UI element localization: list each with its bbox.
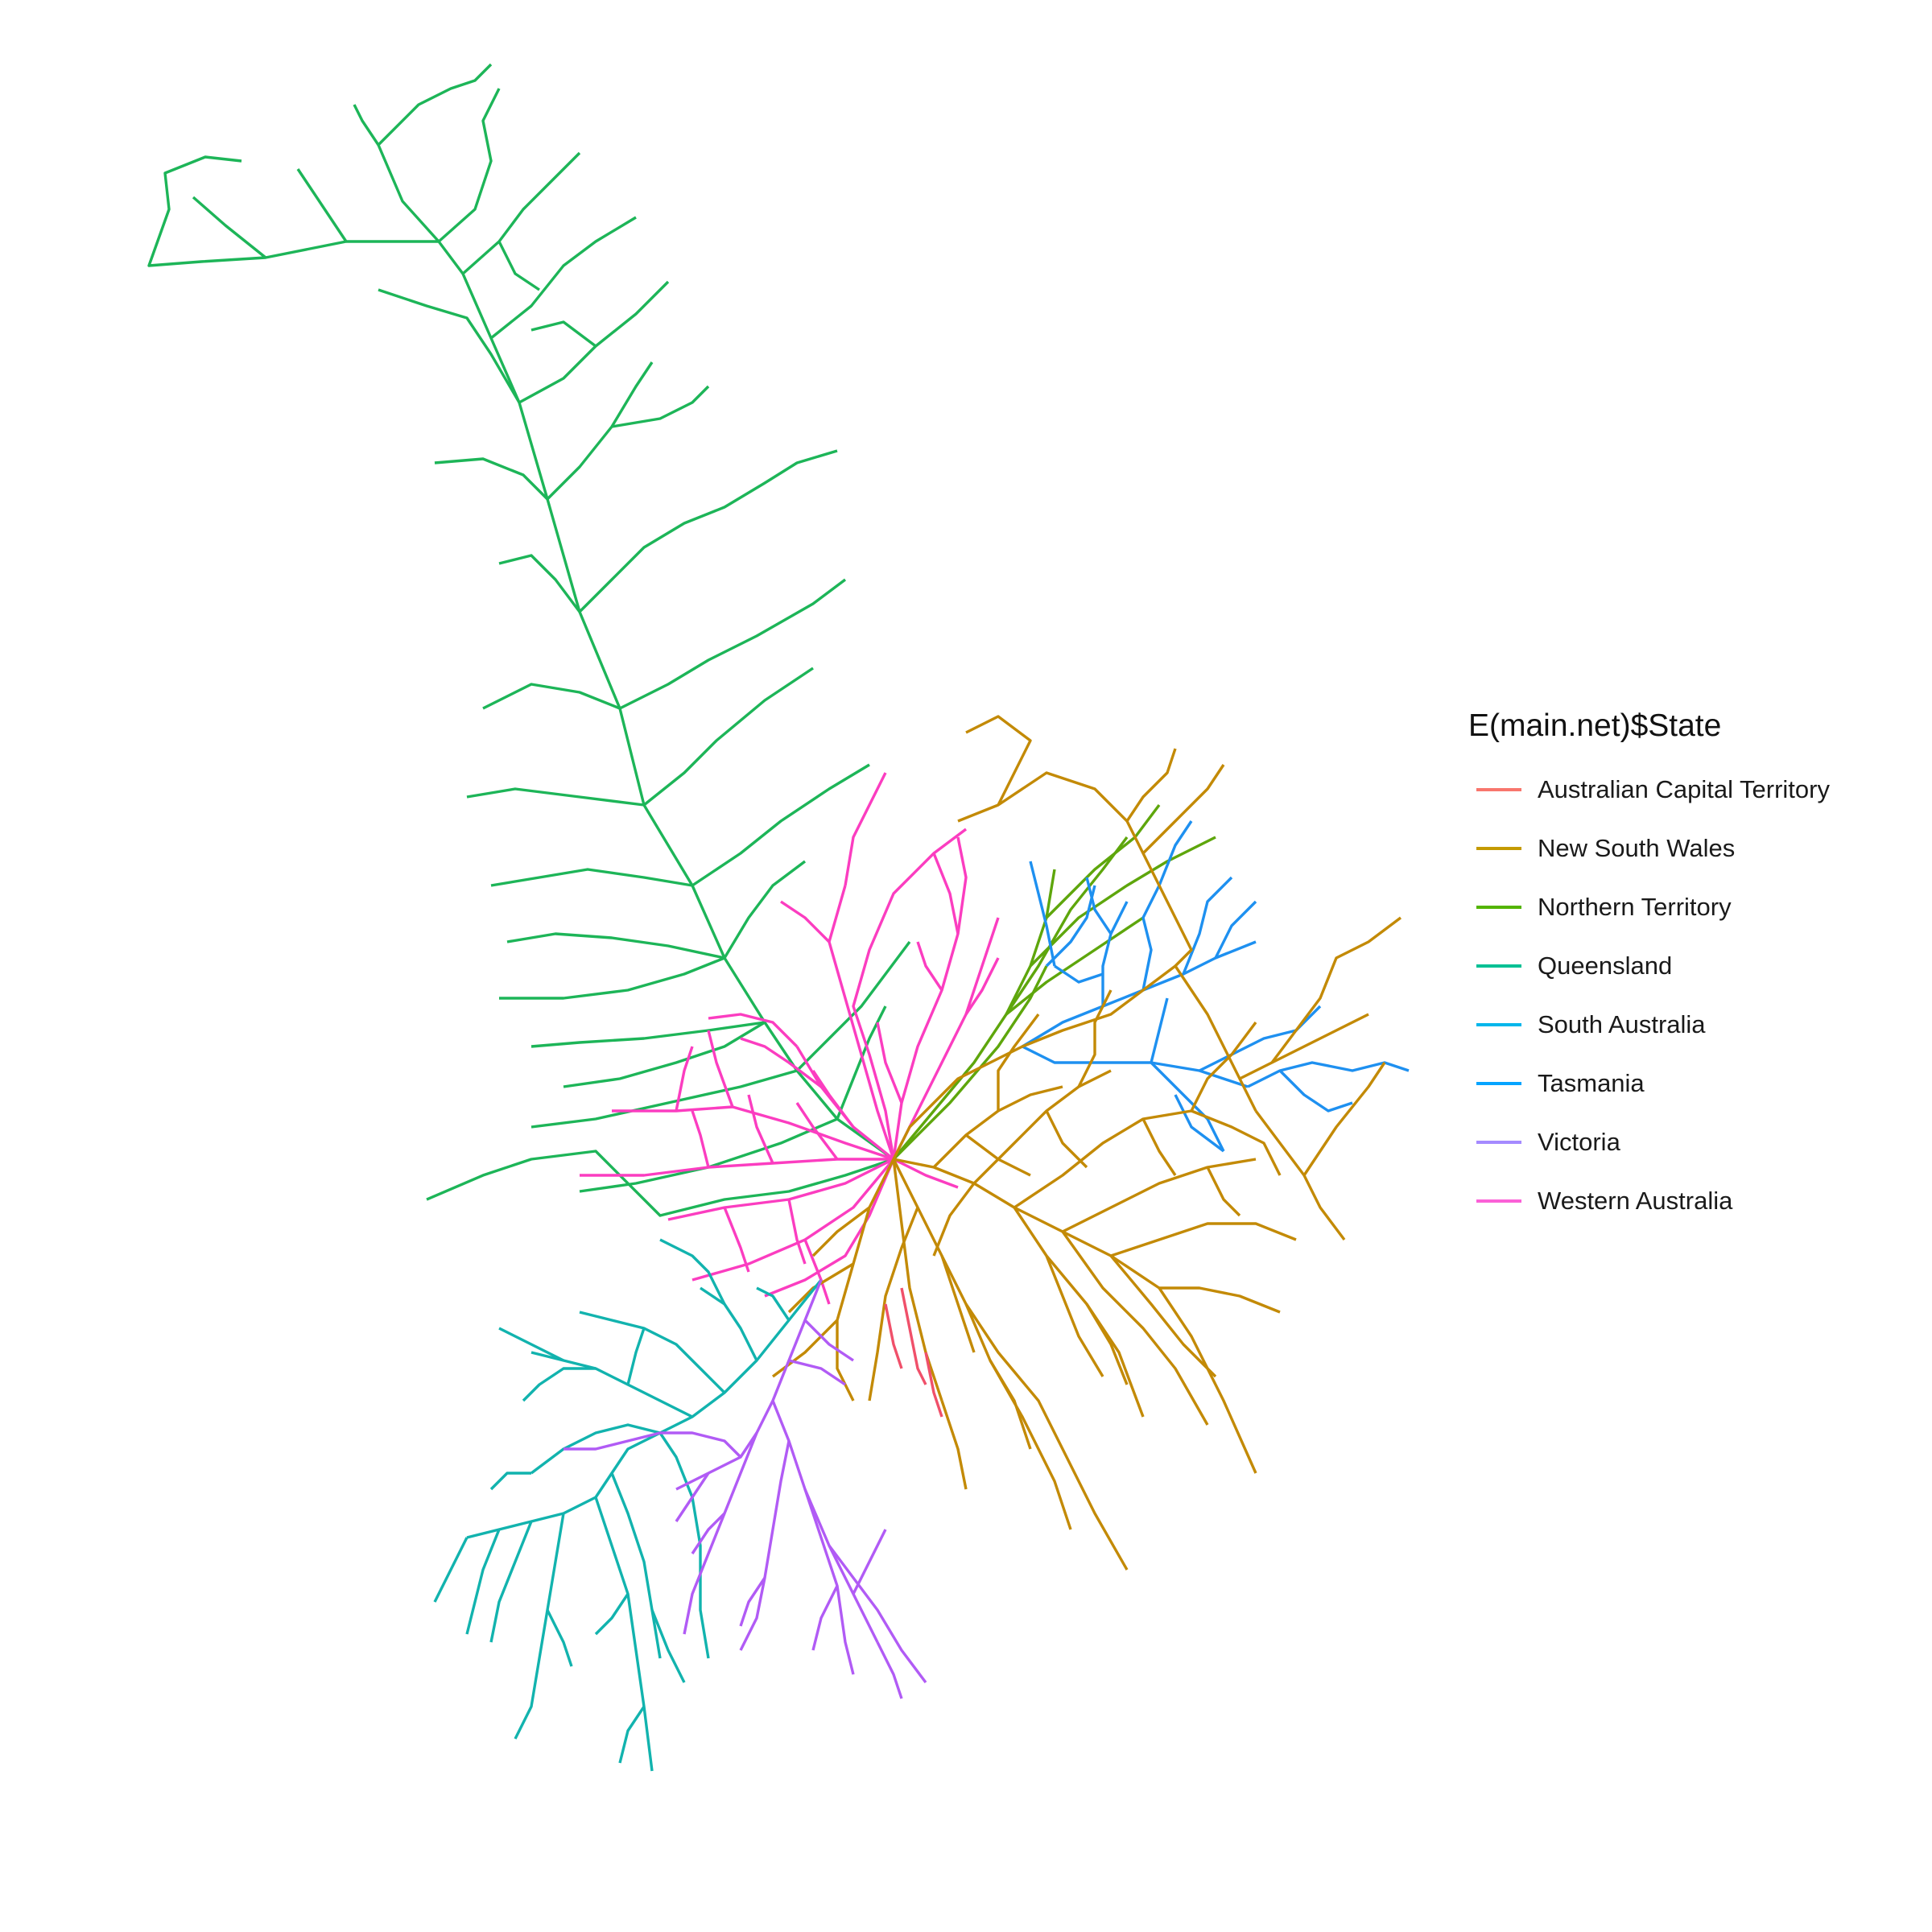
- legend-item-south-australia: South Australia: [1465, 995, 1916, 1054]
- legend-item-queensland: Queensland: [1465, 936, 1916, 995]
- legend-label: Australian Capital Territory: [1538, 774, 1830, 803]
- legend-label: Western Australia: [1538, 1186, 1733, 1215]
- legend-label: Northern Territory: [1538, 892, 1732, 921]
- legend-key-western-australia: [1476, 1199, 1521, 1203]
- legend-key-new-south-wales: [1476, 846, 1521, 850]
- legend-key-northern-territory: [1476, 905, 1521, 909]
- legend-title: E(main.net)$State: [1468, 708, 1722, 743]
- legend: E(main.net)$State Australian Capital Ter…: [1465, 708, 1916, 1230]
- legend-label: New South Wales: [1538, 833, 1736, 862]
- legend-item-northern-territory: Northern Territory: [1465, 877, 1916, 936]
- network-edges-western-australia: [580, 772, 1000, 1305]
- network-edges-queensland: [147, 63, 911, 1217]
- legend-key-australian-capital-territory: [1476, 787, 1521, 791]
- legend-label: Victoria: [1538, 1127, 1620, 1156]
- legend-label: Tasmania: [1538, 1068, 1645, 1097]
- legend-label: Queensland: [1538, 951, 1673, 980]
- legend-key-south-australia: [1476, 1022, 1521, 1026]
- network-edges-northern-territory: [892, 803, 1216, 1161]
- legend-key-victoria: [1476, 1140, 1521, 1144]
- legend-item-western-australia: Western Australia: [1465, 1171, 1916, 1230]
- network-edges-tasmania: [1022, 820, 1410, 1153]
- network-edges-victoria: [564, 1279, 927, 1699]
- legend-item-tasmania: Tasmania: [1465, 1054, 1916, 1113]
- legend-key-tasmania: [1476, 1081, 1521, 1085]
- network-edges-australian-capital-territory: [884, 1287, 943, 1418]
- network-edges-south-australia: [433, 1238, 823, 1772]
- legend-item-new-south-wales: New South Wales: [1465, 819, 1916, 877]
- legend-item-victoria: Victoria: [1465, 1113, 1916, 1171]
- network-edges-new-south-wales: [771, 715, 1402, 1571]
- legend-label: South Australia: [1538, 1009, 1706, 1038]
- legend-key-queensland: [1476, 964, 1521, 968]
- legend-item-australian-capital-territory: Australian Capital Territory: [1465, 760, 1916, 819]
